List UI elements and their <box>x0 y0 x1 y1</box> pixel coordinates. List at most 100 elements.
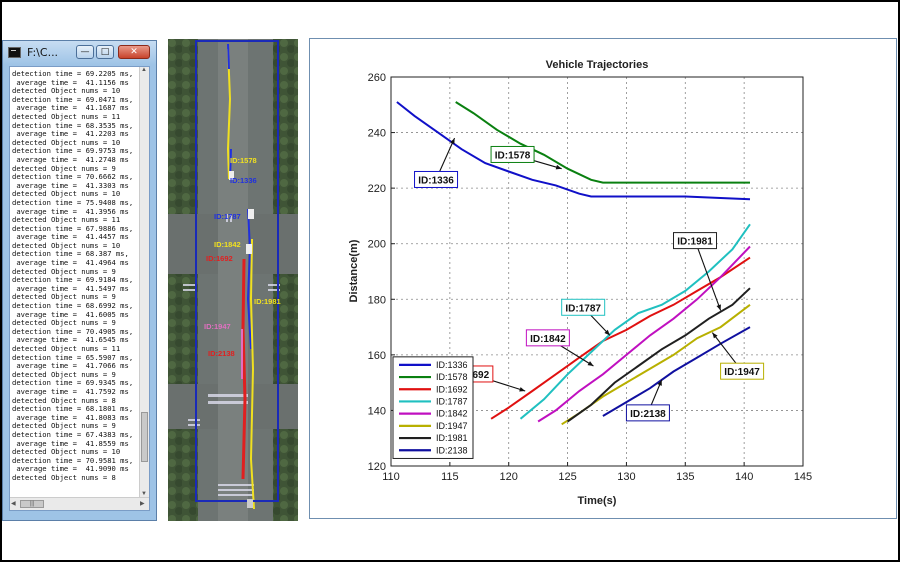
annotation-box <box>561 298 606 316</box>
close-button[interactable]: ✕ <box>118 45 150 59</box>
annotation-box <box>720 362 765 380</box>
minimize-button[interactable]: — <box>76 45 94 59</box>
console-line: detection time = 67.9886 ms, <box>12 223 134 233</box>
scroll-down-icon[interactable]: ▼ <box>141 491 147 497</box>
console-line: average time = 41.2203 ms <box>12 129 129 139</box>
x-tick-label: 130 <box>617 471 635 483</box>
console-line: detection time = 75.9408 ms, <box>12 197 134 207</box>
series-line-id-1842 <box>537 245 751 423</box>
console-line: detection time = 68.387 ms, <box>12 249 129 259</box>
console-line: detected Object nums = 9 <box>12 292 116 302</box>
trajectory-chart-panel: Vehicle Trajectories 110 115 120 125 130 135 1… <box>309 38 897 519</box>
annotation-box <box>525 329 570 347</box>
annotation-box <box>414 170 459 188</box>
console-line: average time = 41.9090 ms <box>12 464 129 474</box>
vehicle-trajectories-chart: Vehicle Trajectories 110 115 120 125 130 135 1… <box>348 59 812 507</box>
console-line: detected Object nums = 10 <box>12 189 121 199</box>
series-line-id-1787 <box>519 223 751 420</box>
console-line: detected Object nums = 10 <box>12 86 121 96</box>
console-line: average time = 41.6545 ms <box>12 335 129 345</box>
scroll-up-icon[interactable]: ▲ <box>141 67 147 73</box>
console-line: detection time = 65.5907 ms, <box>12 352 134 362</box>
console-line: detection time = 68.1801 ms, <box>12 404 134 414</box>
console-line: detection time = 70.4905 ms, <box>12 326 134 336</box>
console-line: detection time = 70.6662 ms, <box>12 172 134 182</box>
legend-entry: ID:1578 <box>436 372 468 382</box>
aerial-vehicle-label: ID:1842 <box>214 240 241 249</box>
console-line: detected Object nums = 9 <box>12 318 116 328</box>
console-line: detected Object nums = 8 <box>12 472 116 482</box>
legend-entry: ID:1336 <box>436 360 468 370</box>
horizontal-scrollbar-thumb[interactable]: ||| <box>20 500 44 508</box>
x-tick-label: 145 <box>794 471 812 483</box>
maximize-button[interactable]: □ <box>96 45 114 59</box>
console-title: F:\C... <box>27 46 59 59</box>
console-line: detection time = 67.4383 ms, <box>12 429 134 439</box>
aerial-vehicle-label: ID:1947 <box>204 322 231 331</box>
console-line: detected Object nums = 11 <box>12 344 121 353</box>
annotation-arrowhead <box>519 387 526 392</box>
scroll-left-icon[interactable]: ◀ <box>11 501 16 507</box>
console-line: detected Object nums = 10 <box>12 447 121 457</box>
annotation-label: ID:1842 <box>530 334 566 345</box>
aerial-vehicle-label: ID:1578 <box>230 156 257 165</box>
console-line: average time = 41.7592 ms <box>12 386 129 396</box>
console-line: average time = 41.1156 ms <box>12 77 129 87</box>
vertical-scrollbar[interactable]: ▲ ▼ <box>139 67 149 499</box>
legend-entry: ID:1842 <box>436 409 468 419</box>
annotation-label: ID:1578 <box>495 150 531 161</box>
console-line: average time = 41.7066 ms <box>12 361 129 371</box>
aerial-vehicle-label: ID:1692 <box>206 254 233 263</box>
y-tick-label: 200 <box>368 239 386 251</box>
annotation-arrowhead <box>657 379 662 386</box>
x-tick-label: 125 <box>558 471 576 483</box>
annotation-arrowhead <box>450 138 455 145</box>
legend-entry: ID:2138 <box>436 445 468 455</box>
legend-entry: ID:1692 <box>436 384 468 394</box>
legend-entry: ID:1981 <box>436 433 468 443</box>
console-title-bar[interactable]: F:\C... — □ ✕ <box>3 41 156 65</box>
annotation-arrowhead <box>555 164 562 170</box>
console-line: average time = 41.8559 ms <box>12 438 129 448</box>
console-line: detected Object nums = 8 <box>12 395 116 405</box>
annotation-arrowhead <box>712 332 718 339</box>
aerial-road-image: ID:1578 ID:1336 ID:1787 ID:1842 ID:1692 ID:19… <box>168 39 298 521</box>
console-line: average time = 41.4964 ms <box>12 258 129 268</box>
legend-entry: ID:1947 <box>436 421 468 431</box>
console-log-text: detection time = 69.2205 ms, average tim… <box>12 70 140 488</box>
console-app-icon <box>8 47 21 58</box>
annotation-arrowhead <box>716 304 721 311</box>
annotation-arrowhead <box>604 329 610 336</box>
aerial-vehicle-label: ID:1336 <box>230 176 257 185</box>
aerial-vehicle-label: ID:1981 <box>254 297 281 306</box>
annotation-label: ID:1947 <box>724 367 760 378</box>
annotation-label: ID:1787 <box>565 303 601 314</box>
y-axis-label: Distance(m) <box>348 239 360 302</box>
chart-title: Vehicle Trajectories <box>546 59 649 71</box>
annotation-arrow <box>694 240 722 311</box>
aerial-view-graphic: ID:1578 ID:1336 ID:1787 ID:1842 ID:1692 ID:19… <box>168 39 298 521</box>
console-line: average time = 41.3303 ms <box>12 180 129 190</box>
console-line: detection time = 68.6992 ms, <box>12 301 134 311</box>
console-line: detected Object nums = 9 <box>12 163 116 173</box>
annotation-box <box>673 232 718 250</box>
x-tick-label: 110 <box>382 471 400 483</box>
y-tick-label: 180 <box>368 294 386 306</box>
console-output[interactable]: detection time = 69.2205 ms, average tim… <box>9 66 150 511</box>
horizontal-scrollbar[interactable]: ◀ ||| ▶ <box>10 497 149 510</box>
series-line-id-1981 <box>567 287 751 423</box>
annotation-label: ID:2138 <box>630 409 666 420</box>
console-line: detection time = 70.9581 ms, <box>12 455 134 465</box>
legend-box <box>392 356 474 459</box>
console-line: average time = 41.5497 ms <box>12 283 129 293</box>
scrollbar-thumb[interactable] <box>141 412 148 462</box>
x-tick-label: 120 <box>500 471 518 483</box>
annotation-arrowhead <box>587 361 594 366</box>
y-tick-label: 140 <box>368 405 386 417</box>
scroll-right-icon[interactable]: ▶ <box>140 501 145 507</box>
chart-legend: ID:1336 ID:1578 ID:1692 ID:1787 ID:1842 ID:19… <box>392 356 474 459</box>
console-line: detected Object nums = 11 <box>12 215 121 225</box>
console-line: detected Object nums = 10 <box>12 240 121 250</box>
console-line: average time = 41.1687 ms <box>12 103 129 113</box>
console-line: average time = 41.4457 ms <box>12 232 129 242</box>
